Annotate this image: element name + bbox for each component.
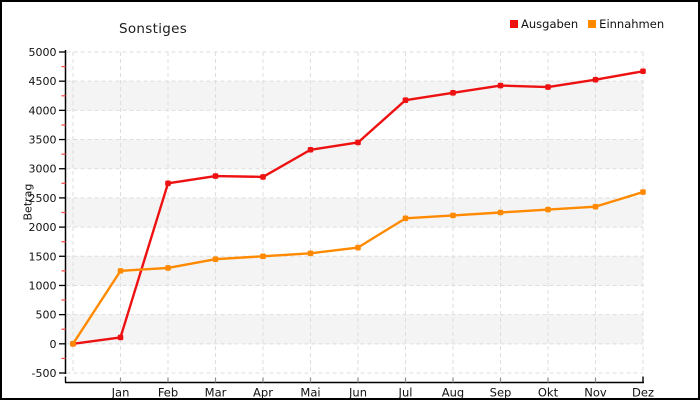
x-tick-label: Jun (348, 386, 367, 400)
data-point-ausgaben (450, 90, 456, 96)
x-tick-label: Nov (584, 386, 607, 400)
data-point-ausgaben (402, 97, 409, 103)
x-tick-label: Jan (111, 386, 130, 400)
data-point-ausgaben (260, 174, 266, 180)
data-point-einnahmen (402, 215, 409, 222)
data-point-einnahmen (545, 206, 551, 213)
y-tick-label: 4000 (29, 104, 57, 117)
data-point-ausgaben (307, 146, 314, 153)
x-tick-label: Feb (158, 386, 178, 400)
row-band (66, 256, 643, 286)
y-tick-label: 1500 (29, 250, 57, 263)
x-tick-label: Mai (300, 386, 320, 400)
data-point-einnahmen (117, 268, 124, 274)
data-point-ausgaben (355, 139, 361, 146)
y-tick-label: 5000 (29, 46, 57, 59)
y-tick-label: 500 (36, 309, 57, 322)
data-point-einnahmen (497, 209, 504, 216)
data-point-ausgaben (640, 68, 646, 75)
data-point-einnahmen (70, 341, 76, 347)
legend: Ausgaben Einnahmen (510, 17, 664, 31)
data-point-ausgaben (117, 334, 124, 341)
y-tick-label: 2500 (29, 192, 57, 205)
data-point-einnahmen (592, 203, 599, 210)
x-tick-label: Dez (632, 386, 654, 400)
y-tick-label: 2000 (29, 221, 57, 234)
x-tick-label: Jul (398, 386, 413, 400)
legend-swatch-einnahmen-icon (588, 20, 597, 28)
x-tick-label: Mar (205, 386, 227, 400)
data-point-einnahmen (260, 253, 266, 260)
x-tick-label: Apr (253, 386, 273, 400)
chart-title: Sonstiges (119, 21, 188, 37)
data-point-ausgaben (165, 180, 171, 187)
row-band (66, 197, 643, 228)
legend-item-einnahmen: Einnahmen (588, 17, 664, 31)
data-point-einnahmen (640, 189, 646, 195)
legend-label-einnahmen: Einnahmen (599, 17, 665, 31)
data-point-ausgaben (545, 84, 551, 90)
legend-item-ausgaben: Ausgaben (510, 17, 578, 31)
data-point-einnahmen (355, 244, 361, 251)
y-tick-label: 0 (50, 338, 57, 351)
y-tick-label: 3000 (29, 163, 57, 176)
legend-label-ausgaben: Ausgaben (521, 17, 579, 31)
y-tick-label: 1000 (29, 279, 57, 292)
row-band (66, 314, 643, 344)
data-point-ausgaben (212, 173, 219, 179)
data-point-ausgaben (592, 76, 599, 83)
row-band (66, 139, 643, 169)
x-tick-label: Aug (442, 386, 464, 400)
x-tick-label: Sep (490, 386, 512, 400)
data-point-einnahmen (307, 250, 314, 257)
y-tick-label: 4500 (29, 75, 57, 88)
data-point-einnahmen (450, 212, 456, 219)
data-point-ausgaben (497, 82, 504, 89)
data-point-einnahmen (212, 256, 219, 262)
legend-swatch-ausgaben-icon (510, 20, 518, 28)
y-tick-label: 3500 (29, 134, 57, 147)
x-tick-label: Okt (538, 386, 559, 400)
y-tick-label: -500 (32, 367, 57, 380)
data-point-einnahmen (165, 265, 171, 271)
